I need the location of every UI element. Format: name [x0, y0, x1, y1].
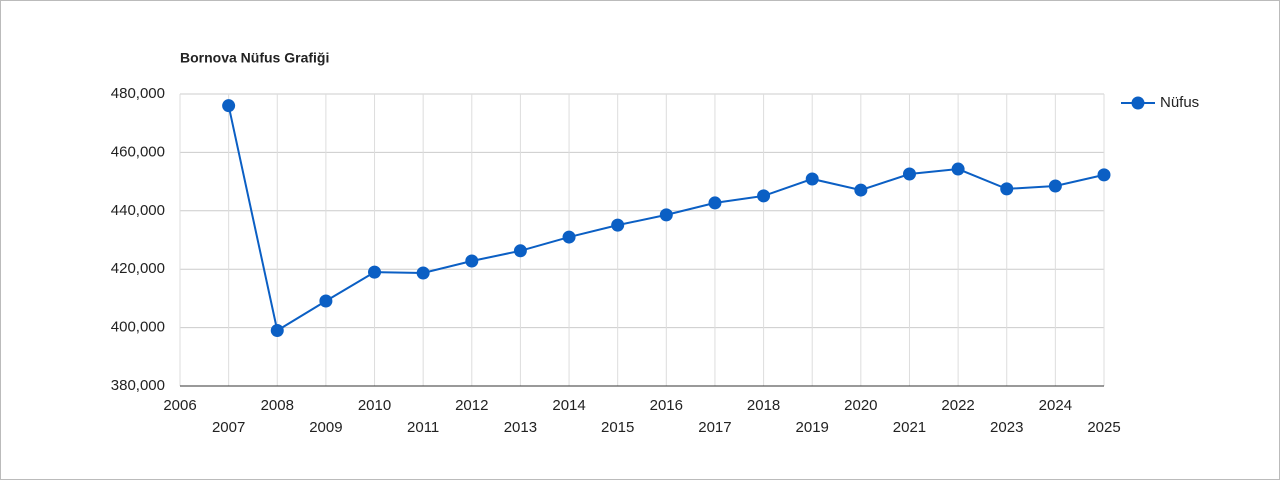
- y-tick-label: 380,000: [111, 377, 165, 394]
- x-tick-label: 2018: [747, 397, 780, 414]
- x-tick-label: 2011: [407, 419, 439, 436]
- x-tick-label: 2007: [212, 419, 245, 436]
- data-point: [805, 172, 819, 186]
- x-tick-label: 2019: [796, 419, 829, 436]
- x-tick-label: 2024: [1039, 397, 1072, 414]
- data-point: [1000, 182, 1014, 196]
- x-tick-label: 2009: [309, 419, 342, 436]
- x-tick-label: 2013: [504, 419, 537, 436]
- x-tick-label: 2023: [990, 419, 1023, 436]
- x-tick-label: 2010: [358, 397, 391, 414]
- data-point: [854, 183, 868, 197]
- x-tick-label: 2021: [893, 419, 926, 436]
- data-point: [611, 218, 625, 232]
- x-tick-label: 2020: [844, 397, 877, 414]
- legend-marker: [1131, 96, 1145, 110]
- data-point: [562, 230, 576, 244]
- y-tick-label: 460,000: [111, 143, 165, 160]
- x-tick-label: 2008: [261, 397, 294, 414]
- data-point: [951, 162, 965, 176]
- x-tick-label: 2022: [941, 397, 974, 414]
- x-tick-label: 2014: [552, 397, 585, 414]
- x-tick-label: 2012: [455, 397, 488, 414]
- data-point: [708, 196, 722, 210]
- data-point: [1048, 179, 1062, 193]
- data-point: [270, 324, 284, 338]
- x-tick-label: 2017: [698, 419, 731, 436]
- legend-label: Nüfus: [1160, 94, 1199, 111]
- data-point: [513, 244, 527, 258]
- data-point: [319, 294, 333, 308]
- y-tick-label: 440,000: [111, 202, 165, 219]
- chart-title: Bornova Nüfus Grafiği: [180, 50, 329, 66]
- x-tick-label: 2016: [650, 397, 683, 414]
- data-point: [222, 99, 236, 113]
- data-point: [416, 266, 430, 280]
- data-point: [368, 265, 382, 279]
- y-tick-label: 400,000: [111, 319, 165, 336]
- data-point: [902, 167, 916, 181]
- data-point: [757, 189, 771, 203]
- x-tick-label: 2015: [601, 419, 634, 436]
- x-tick-label: 2025: [1087, 419, 1120, 436]
- data-point: [1097, 168, 1111, 182]
- y-tick-label: 420,000: [111, 260, 165, 277]
- data-point: [659, 208, 673, 222]
- y-tick-label: 480,000: [111, 85, 165, 102]
- data-point: [465, 254, 479, 268]
- x-tick-label: 2006: [163, 397, 196, 414]
